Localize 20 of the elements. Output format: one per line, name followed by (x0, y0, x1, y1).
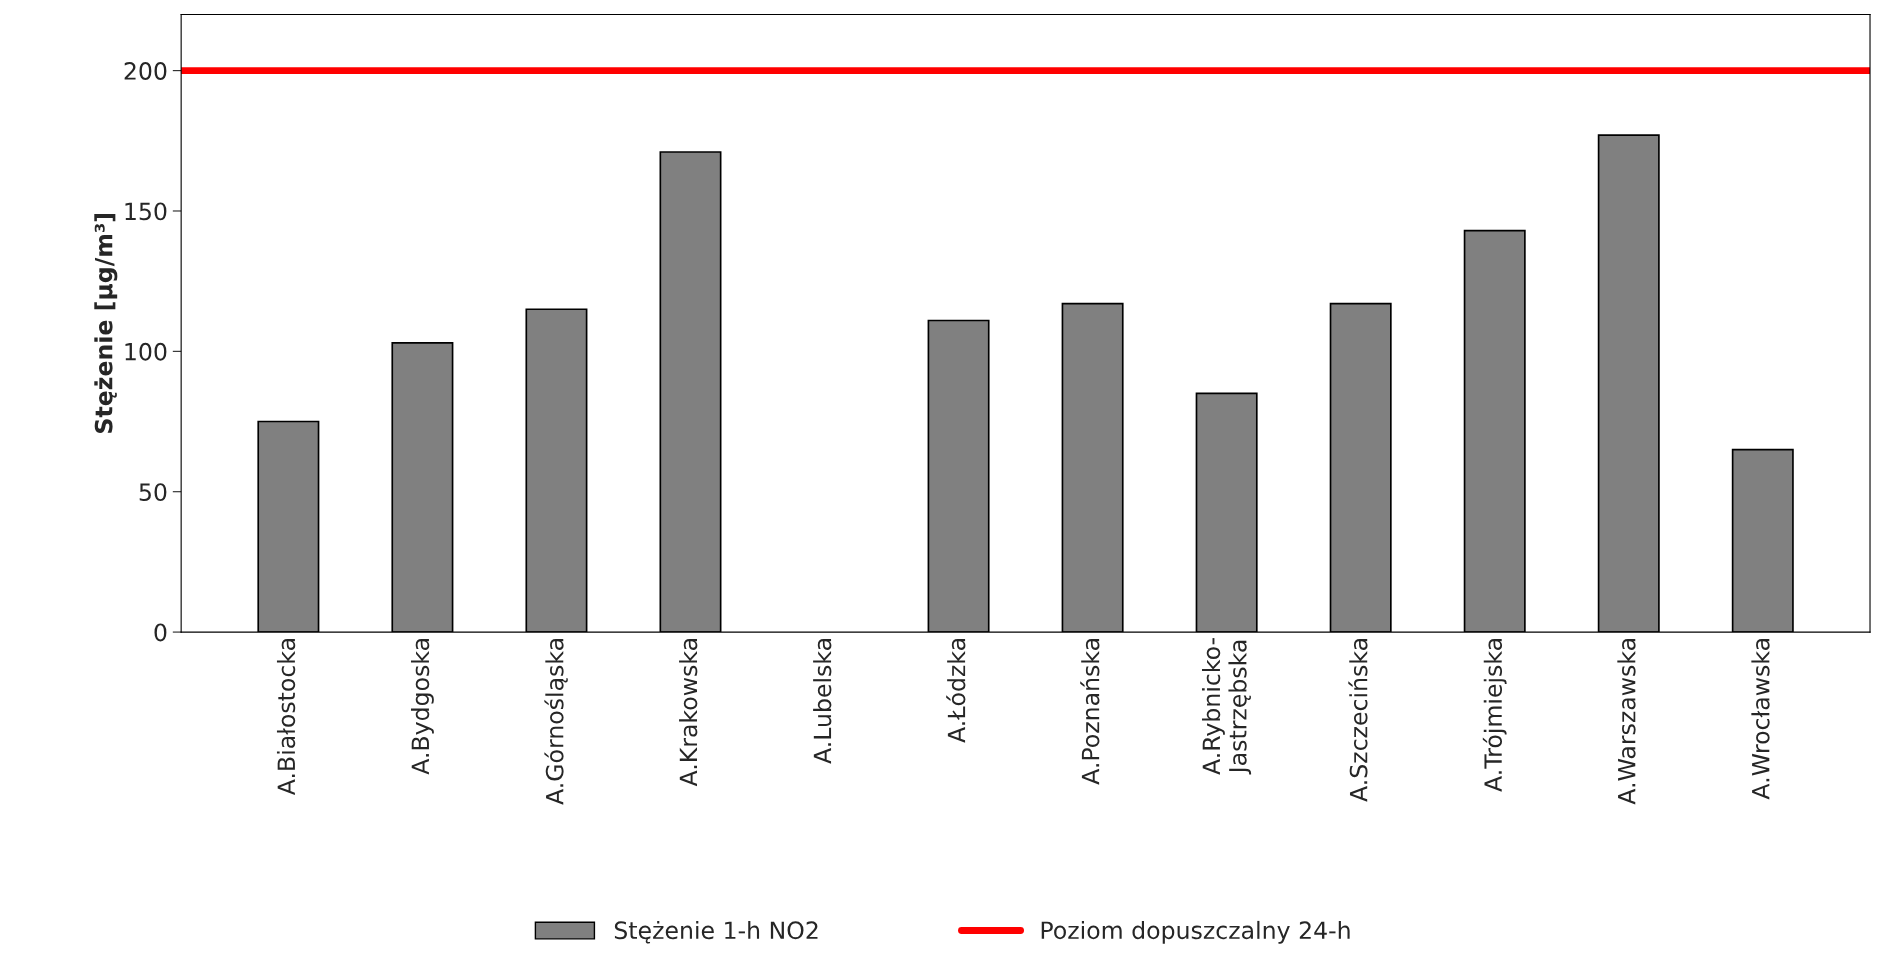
legend-label: Poziom dopuszczalny 24-h (1041, 920, 1350, 944)
x-tick-label: A.Bydgoska (410, 639, 434, 775)
y-tick-label: 100 (125, 342, 167, 361)
y-tick-label: 200 (124, 62, 167, 80)
y-tick-label: 0 (154, 623, 167, 642)
x-tick-label: A.Trójmiejska (1482, 639, 1507, 792)
x-tick-label: A.Górnośląska (544, 639, 568, 805)
legend-label: Stężenie 1-h NO2 (614, 920, 818, 944)
x-tick-label: A.Łódzka (946, 639, 966, 743)
x-tick-label: A.Białostocka (276, 639, 296, 796)
x-tick-label: A.Krakowska (679, 639, 698, 787)
y-tick-label: 50 (139, 483, 167, 502)
y-tick-label: 150 (125, 202, 167, 221)
x-tick-label: A.Rybnicko- Jastrzębska (1201, 638, 1252, 775)
y-axis-title: Stężenie [µg/m³] (94, 213, 118, 433)
x-tick-label: A.Poznańska (1080, 639, 1100, 785)
x-tick-label: A.Wrocławska (1751, 639, 1770, 800)
x-tick-label: A.Warszawska (1617, 639, 1636, 805)
x-tick-label: A.Szczecińska (1348, 639, 1368, 802)
x-tick-label: A.Lubelska (813, 639, 832, 764)
